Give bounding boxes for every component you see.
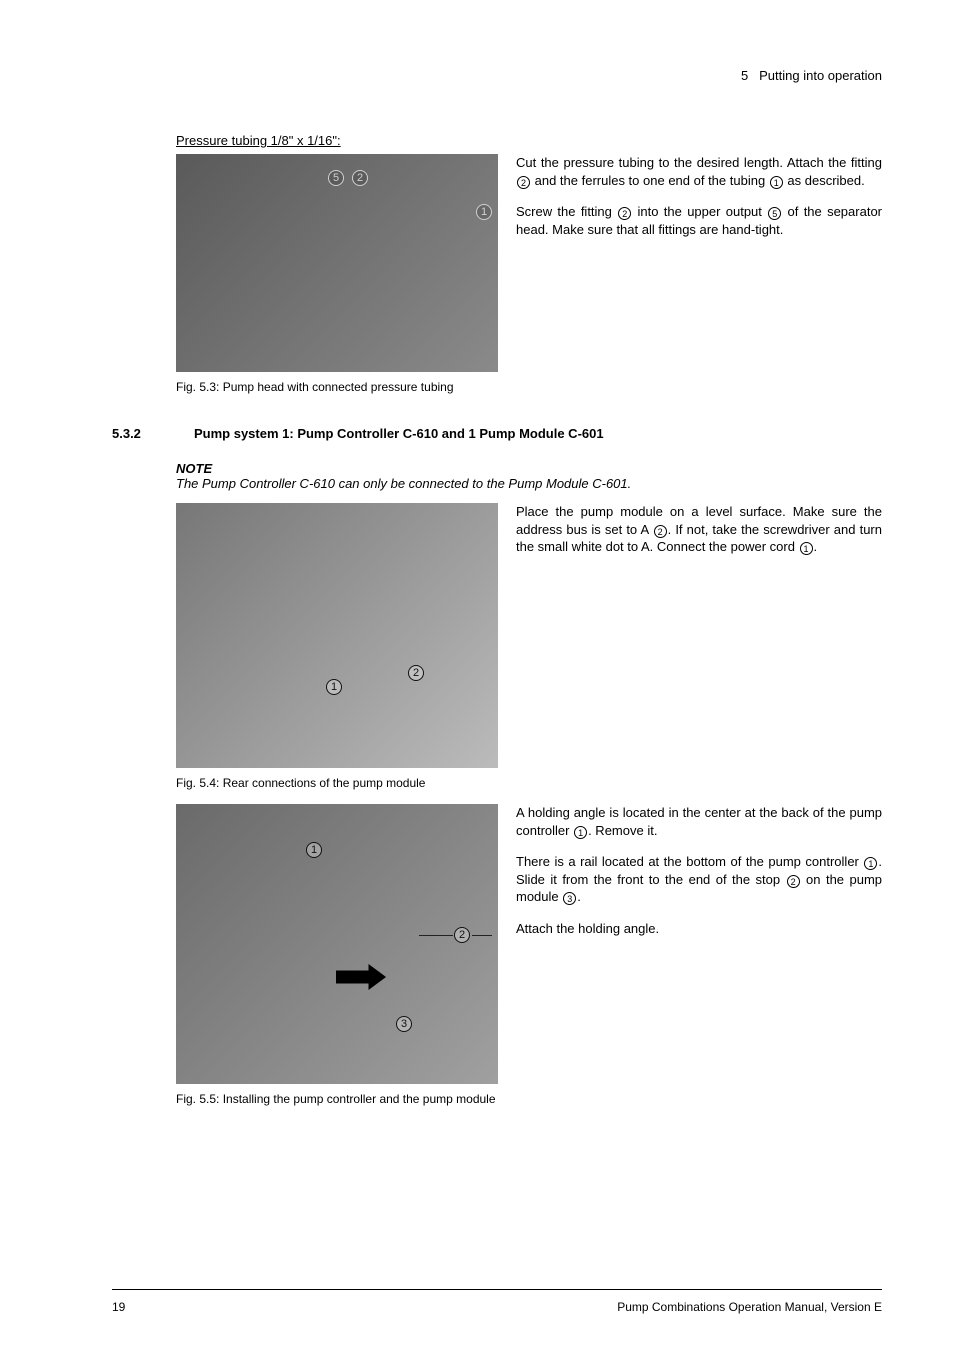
fig55-row: 1 2 3 A holding angle is located in the … <box>176 804 882 1084</box>
ref-2: 2 <box>517 176 530 189</box>
footer: 19 Pump Combinations Operation Manual, V… <box>112 1300 882 1314</box>
section-title: Pump system 1: Pump Controller C-610 and… <box>194 426 604 441</box>
chapter-title: Putting into operation <box>759 68 882 83</box>
fig55-text: A holding angle is located in the center… <box>516 804 882 1084</box>
fig54-marker-1: 1 <box>326 679 342 695</box>
note-text: The Pump Controller C-610 can only be co… <box>176 476 882 491</box>
fig55-caption: Fig. 5.5: Installing the pump controller… <box>176 1092 882 1106</box>
fig53-marker-1: 1 <box>476 204 492 220</box>
page-number: 19 <box>112 1300 125 1314</box>
fig55-marker-3: 3 <box>396 1016 412 1032</box>
fig53-text: Cut the pressure tubing to the desired l… <box>516 154 882 372</box>
fig55-marker-1: 1 <box>306 842 322 858</box>
page-header: 5 Putting into operation <box>112 68 882 83</box>
para-55c: Attach the holding angle. <box>516 920 882 938</box>
chapter-num: 5 <box>741 68 748 83</box>
fig54-row: 1 2 Place the pump module on a level sur… <box>176 503 882 768</box>
ref-1c: 1 <box>574 826 587 839</box>
fig55-box: 1 2 3 <box>176 804 498 1084</box>
note-label: NOTE <box>176 461 882 476</box>
fig53-image: 5 2 1 <box>176 154 498 372</box>
fig55-marker-2: 2 <box>454 927 470 943</box>
fig55-leader-2a <box>419 935 453 936</box>
fig55-image: 1 2 3 <box>176 804 498 1084</box>
ref-1: 1 <box>770 176 783 189</box>
para-55a: A holding angle is located in the center… <box>516 804 882 839</box>
para-53b: Screw the fitting 2 into the upper outpu… <box>516 203 882 238</box>
fig53-marker-2: 2 <box>352 170 368 186</box>
ref-1d: 1 <box>864 857 877 870</box>
ref-3: 3 <box>563 892 576 905</box>
fig54-text: Place the pump module on a level surface… <box>516 503 882 768</box>
ref-2c: 2 <box>654 525 667 538</box>
subsection-underline: Pressure tubing 1/8" x 1/16": <box>176 133 882 148</box>
fig54-image: 1 2 <box>176 503 498 768</box>
fig53-caption: Fig. 5.3: Pump head with connected press… <box>176 380 882 394</box>
para-55b: There is a rail located at the bottom of… <box>516 853 882 906</box>
ref-1b: 1 <box>800 542 813 555</box>
para-53a: Cut the pressure tubing to the desired l… <box>516 154 882 189</box>
footer-rule <box>112 1289 882 1290</box>
fig55-leader-2b <box>472 935 492 936</box>
fig53-marker-5: 5 <box>328 170 344 186</box>
fig54-box: 1 2 <box>176 503 498 768</box>
section-number: 5.3.2 <box>112 426 176 441</box>
fig54-marker-2: 2 <box>408 665 424 681</box>
fig55-arrow-icon <box>336 964 386 990</box>
fig53-row: 5 2 1 Cut the pressure tubing to the des… <box>176 154 882 372</box>
page: 5 Putting into operation Pressure tubing… <box>0 0 954 1350</box>
doc-title: Pump Combinations Operation Manual, Vers… <box>617 1300 882 1314</box>
section-heading: 5.3.2 Pump system 1: Pump Controller C-6… <box>112 426 882 441</box>
para-54: Place the pump module on a level surface… <box>516 503 882 556</box>
ref-2b: 2 <box>618 207 631 220</box>
note-block: NOTE The Pump Controller C-610 can only … <box>176 461 882 491</box>
ref-2d: 2 <box>787 875 800 888</box>
ref-5: 5 <box>768 207 781 220</box>
fig54-caption: Fig. 5.4: Rear connections of the pump m… <box>176 776 882 790</box>
fig53-box: 5 2 1 <box>176 154 498 372</box>
